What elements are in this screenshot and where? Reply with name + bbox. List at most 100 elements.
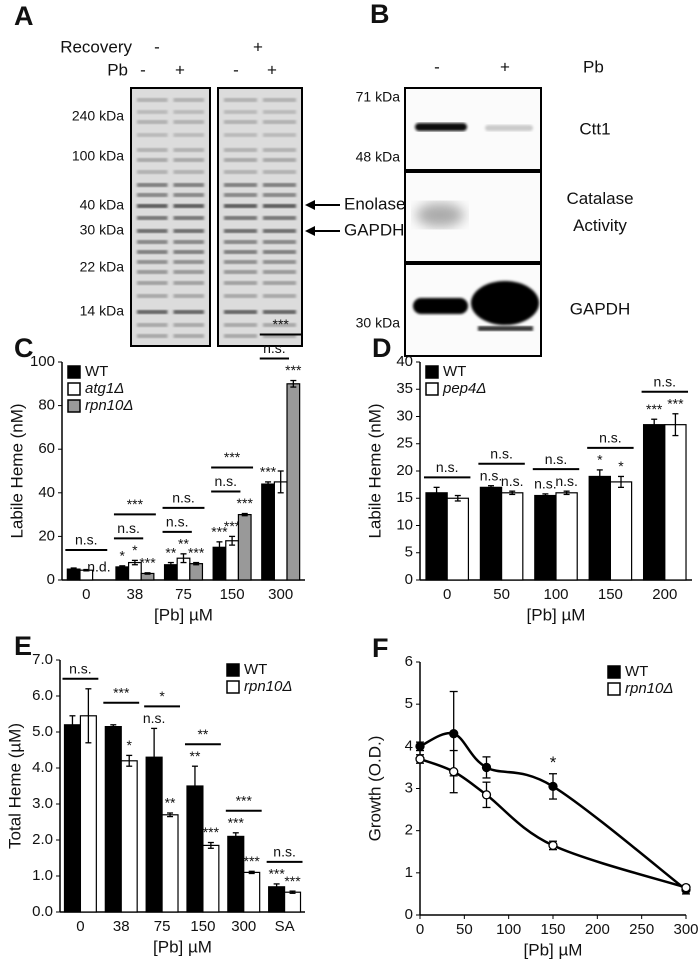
y-tick-label: 4: [405, 737, 413, 754]
panel-letter: B: [370, 0, 390, 29]
x-axis-title: [Pb] µM: [153, 937, 212, 956]
significance: ***: [667, 395, 684, 411]
bar: [237, 513, 252, 581]
y-tick-label: 1.0: [32, 867, 53, 884]
panel-letter: E: [14, 631, 32, 661]
series-line: [419, 731, 687, 891]
significance: *: [550, 753, 557, 772]
gel-band: [173, 170, 204, 174]
marker-label: 240 kDa: [72, 108, 124, 124]
significance: ***: [244, 853, 261, 869]
gel-band: [224, 193, 257, 197]
comparison-label: ***: [127, 496, 144, 512]
y-tick-label: 40: [38, 484, 55, 501]
y-tick-label: 7.0: [32, 651, 53, 668]
y-tick-label: 6: [405, 653, 413, 670]
comparison-label: n.s.: [436, 459, 459, 475]
significance: ***: [228, 815, 245, 831]
gel-band: [263, 148, 296, 152]
gel-band: [263, 183, 296, 187]
gel-band: [173, 98, 204, 102]
gel-band: [224, 260, 257, 264]
blot-band: [413, 298, 468, 314]
significance: ***: [268, 866, 285, 882]
x-tick-label: 300: [673, 921, 698, 938]
legend-label: WT: [443, 363, 466, 380]
x-tick-label: 200: [585, 921, 610, 938]
bar: [664, 424, 687, 581]
gel-band: [173, 310, 204, 314]
gel-band: [137, 110, 168, 114]
bar: [261, 483, 275, 581]
significance: ***: [203, 824, 220, 840]
gel-band: [224, 158, 257, 162]
x-tick-label: 150: [220, 586, 245, 603]
gel-band: [137, 98, 168, 102]
pb-label: Pb: [583, 57, 604, 76]
y-tick-label: 2: [405, 822, 413, 839]
pb-sign: -: [233, 60, 239, 79]
data-point: [548, 840, 558, 851]
gel-band: [224, 183, 257, 187]
comparison-label: n.s.: [545, 451, 568, 467]
gel-band: [224, 334, 257, 338]
panel-letter: F: [372, 633, 389, 663]
gel-band: [224, 250, 257, 254]
significance: ***: [646, 401, 663, 417]
gel-band: [137, 148, 168, 152]
x-tick-label: 0: [443, 586, 451, 603]
significance: ***: [285, 362, 302, 378]
x-axis-title: [Pb] µM: [524, 940, 583, 959]
data-point: [449, 766, 459, 777]
gel-band: [173, 323, 204, 327]
gel-band: [263, 120, 296, 124]
y-tick-label: 6.0: [32, 687, 53, 704]
gel-band: [263, 170, 296, 174]
legend-label: rpn10Δ: [85, 397, 133, 414]
legend-label: rpn10Δ: [244, 678, 292, 695]
gel-band: [263, 250, 296, 254]
gel-band: [137, 158, 168, 162]
marker-label: 14 kDa: [80, 303, 125, 319]
legend-label: atg1Δ: [85, 380, 124, 397]
recovery-sign: -: [154, 37, 160, 56]
x-tick-label: 75: [175, 586, 192, 603]
bar: [227, 835, 245, 913]
x-tick-label: 0: [82, 586, 90, 603]
significance: *: [597, 452, 603, 468]
y-tick-label: 25: [396, 435, 413, 452]
significance: *: [126, 737, 132, 753]
marker-label: 48 kDa: [356, 149, 401, 165]
gel-band: [173, 281, 204, 285]
legend-label: rpn10Δ: [625, 680, 673, 697]
comparison-label: n.s.: [263, 340, 286, 356]
y-tick-label: 0: [405, 906, 413, 923]
comparison-label: ***: [224, 449, 241, 465]
legend-label: WT: [85, 363, 108, 380]
y-tick-label: 80: [38, 397, 55, 414]
legend-swatch: [67, 365, 81, 379]
y-tick-label: 20: [38, 527, 55, 544]
marker-label: 22 kDa: [80, 259, 125, 275]
x-tick-label: 300: [268, 586, 293, 603]
x-tick-label: 0: [76, 918, 84, 935]
gel-band: [224, 170, 257, 174]
gel-band: [173, 110, 204, 114]
recovery-label: Recovery: [60, 37, 132, 56]
comparison-label: ***: [236, 793, 253, 809]
data-point: [415, 754, 425, 764]
gel-band: [263, 133, 296, 137]
gel-band: [173, 334, 204, 338]
x-tick-label: 300: [231, 918, 256, 935]
significance: **: [165, 544, 176, 560]
gel-band: [224, 133, 257, 137]
gel-band: [137, 216, 168, 220]
bar: [115, 566, 130, 581]
gel-band: [224, 204, 257, 208]
pb-sign: -: [140, 60, 146, 79]
bar: [446, 497, 470, 581]
y-tick-label: 0: [405, 571, 413, 588]
value-label: n.d.: [87, 559, 110, 575]
legend-swatch: [607, 682, 621, 696]
